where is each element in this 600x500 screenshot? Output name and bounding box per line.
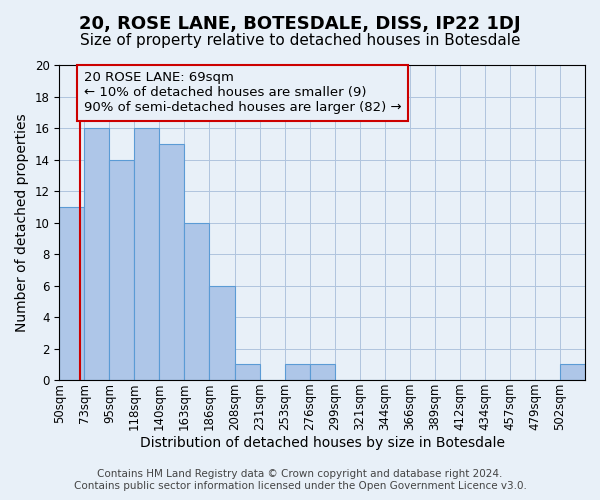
Bar — [109, 160, 134, 380]
Bar — [284, 364, 310, 380]
Bar — [209, 286, 235, 380]
X-axis label: Distribution of detached houses by size in Botesdale: Distribution of detached houses by size … — [140, 436, 505, 450]
Text: Contains HM Land Registry data © Crown copyright and database right 2024.
Contai: Contains HM Land Registry data © Crown c… — [74, 470, 526, 491]
Bar — [184, 222, 209, 380]
Bar — [560, 364, 585, 380]
Text: Size of property relative to detached houses in Botesdale: Size of property relative to detached ho… — [80, 32, 520, 48]
Text: 20, ROSE LANE, BOTESDALE, DISS, IP22 1DJ: 20, ROSE LANE, BOTESDALE, DISS, IP22 1DJ — [79, 15, 521, 33]
Bar — [134, 128, 160, 380]
Y-axis label: Number of detached properties: Number of detached properties — [15, 113, 29, 332]
Bar — [235, 364, 260, 380]
Bar — [85, 128, 109, 380]
Bar — [310, 364, 335, 380]
Bar — [59, 207, 85, 380]
Bar — [160, 144, 184, 380]
Text: 20 ROSE LANE: 69sqm
← 10% of detached houses are smaller (9)
90% of semi-detache: 20 ROSE LANE: 69sqm ← 10% of detached ho… — [84, 72, 401, 114]
